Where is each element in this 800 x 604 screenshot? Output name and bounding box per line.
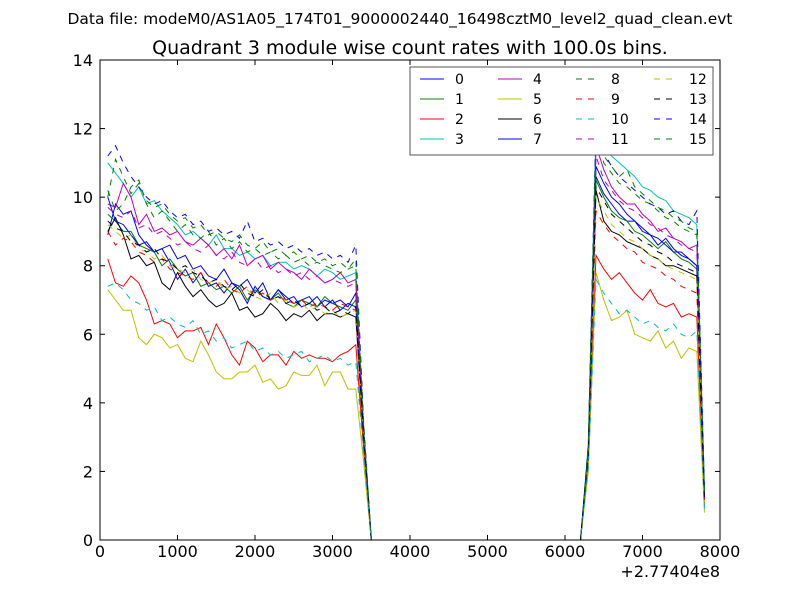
y-tick-label: 4	[83, 394, 93, 413]
x-tick-label: 5000	[467, 542, 508, 561]
legend-label-10: 10	[611, 112, 629, 128]
series-line-2	[107, 253, 705, 541]
series-line-9	[107, 209, 705, 541]
figure-suptitle: Data file: modeM0/AS1A05_174T01_90000024…	[67, 10, 732, 29]
y-tick-label: 8	[83, 257, 93, 276]
legend-box	[409, 66, 714, 156]
x-tick-label: 1000	[157, 542, 198, 561]
legend-label-7: 7	[533, 132, 542, 148]
x-tick-label: 0	[95, 542, 105, 561]
legend-label-0: 0	[455, 72, 464, 88]
series-line-0	[107, 176, 705, 541]
x-tick-label: 8000	[700, 542, 741, 561]
series-line-4	[107, 145, 705, 541]
series-line-10	[107, 277, 705, 541]
legend-label-1: 1	[455, 92, 464, 108]
plot-lines	[107, 121, 705, 541]
series-line-14	[107, 121, 705, 541]
chart-title: Quadrant 3 module wise count rates with …	[152, 37, 668, 59]
x-tick-label: 3000	[312, 542, 353, 561]
x-offset-label: +2.77404e8	[620, 562, 720, 581]
axis-ticks: 0 1000 2000 3000 4000 5000 6000 7000 80000246810…	[73, 51, 741, 561]
series-line-7	[107, 166, 705, 541]
y-tick-label: 14	[73, 51, 93, 70]
series-line-3	[107, 128, 705, 541]
series-line-12	[107, 195, 705, 541]
legend-label-2: 2	[455, 112, 464, 128]
y-tick-label: 12	[73, 120, 93, 139]
legend-label-13: 13	[689, 92, 707, 108]
legend-label-4: 4	[533, 72, 542, 88]
y-tick-label: 2	[83, 462, 93, 481]
series-line-13	[107, 185, 705, 541]
x-tick-label: 7000	[622, 542, 663, 561]
legend-label-11: 11	[611, 132, 629, 148]
legend-label-3: 3	[455, 132, 464, 148]
series-line-5	[107, 272, 705, 541]
series-line-15	[107, 131, 705, 541]
legend-label-9: 9	[611, 92, 620, 108]
y-tick-label: 6	[83, 325, 93, 344]
legend-label-14: 14	[689, 112, 707, 128]
legend-label-5: 5	[533, 92, 542, 108]
y-tick-label: 10	[73, 188, 93, 207]
legend-label-15: 15	[689, 132, 707, 148]
y-tick-label: 0	[83, 531, 93, 550]
x-tick-label: 4000	[390, 542, 431, 561]
legend-label-6: 6	[533, 112, 542, 128]
x-tick-label: 6000	[545, 542, 586, 561]
legend-label-8: 8	[611, 72, 620, 88]
series-line-1	[107, 179, 705, 541]
legend-label-12: 12	[689, 72, 707, 88]
series-line-8	[107, 135, 705, 541]
x-tick-label: 2000	[235, 542, 276, 561]
series-line-6	[107, 190, 705, 541]
